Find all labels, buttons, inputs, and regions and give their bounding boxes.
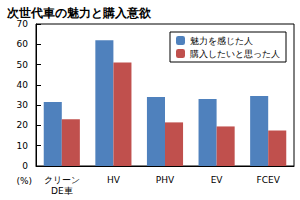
- svg-text:購入したいと思った人: 購入したいと思った人: [190, 49, 280, 59]
- svg-text:FCEV: FCEV: [257, 175, 281, 185]
- svg-text:次世代車の魅力と購入意欲: 次世代車の魅力と購入意欲: [7, 6, 152, 20]
- svg-text:60: 60: [17, 39, 29, 49]
- svg-text:40: 40: [17, 80, 29, 90]
- svg-text:PHV: PHV: [156, 175, 175, 185]
- svg-text:50: 50: [17, 60, 29, 70]
- svg-text:70: 70: [17, 19, 29, 29]
- svg-text:クリーン: クリーン: [44, 175, 80, 185]
- svg-text:魅力を感じた人: 魅力を感じた人: [190, 36, 253, 46]
- svg-text:HV: HV: [107, 175, 121, 185]
- svg-text:20: 20: [17, 120, 29, 130]
- svg-text:DE車: DE車: [51, 186, 73, 196]
- svg-text:(%): (%): [16, 176, 32, 186]
- svg-text:10: 10: [17, 141, 29, 151]
- svg-text:EV: EV: [211, 175, 224, 185]
- svg-text:0: 0: [22, 161, 28, 171]
- svg-text:30: 30: [17, 100, 29, 110]
